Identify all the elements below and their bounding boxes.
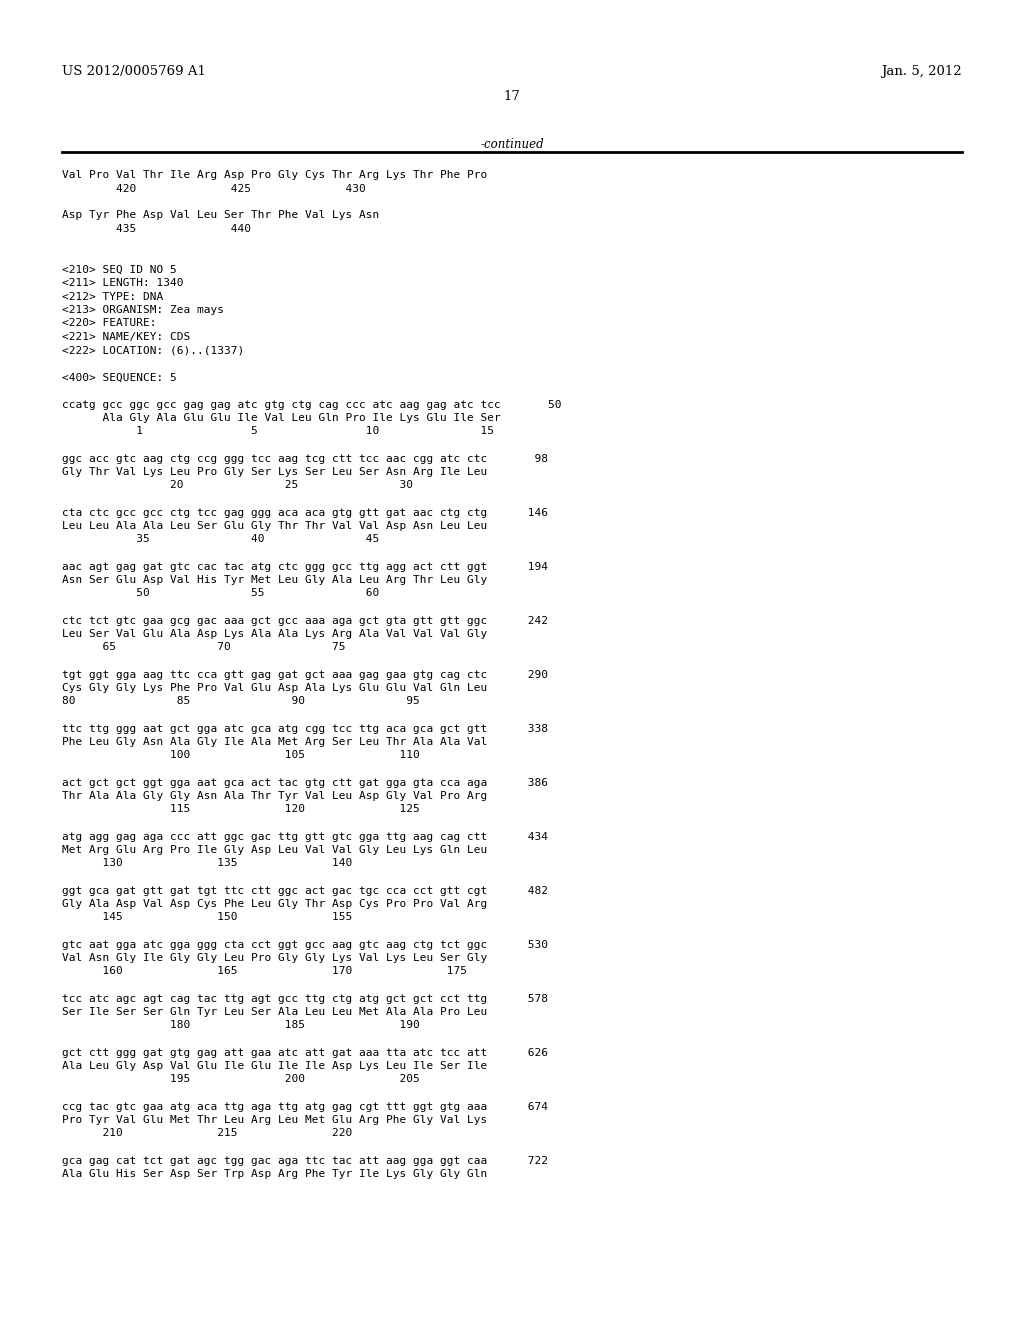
Text: act gct gct ggt gga aat gca act tac gtg ctt gat gga gta cca aga      386: act gct gct ggt gga aat gca act tac gtg … bbox=[62, 777, 548, 788]
Text: Thr Ala Ala Gly Gly Asn Ala Thr Tyr Val Leu Asp Gly Val Pro Arg: Thr Ala Ala Gly Gly Asn Ala Thr Tyr Val … bbox=[62, 791, 487, 801]
Text: Asn Ser Glu Asp Val His Tyr Met Leu Gly Ala Leu Arg Thr Leu Gly: Asn Ser Glu Asp Val His Tyr Met Leu Gly … bbox=[62, 576, 487, 585]
Text: 435              440: 435 440 bbox=[62, 224, 251, 234]
Text: gca gag cat tct gat agc tgg gac aga ttc tac att aag gga ggt caa      722: gca gag cat tct gat agc tgg gac aga ttc … bbox=[62, 1155, 548, 1166]
Text: 65               70               75: 65 70 75 bbox=[62, 643, 345, 652]
Text: <211> LENGTH: 1340: <211> LENGTH: 1340 bbox=[62, 279, 183, 288]
Text: 420              425              430: 420 425 430 bbox=[62, 183, 366, 194]
Text: Val Asn Gly Ile Gly Gly Leu Pro Gly Gly Lys Val Lys Leu Ser Gly: Val Asn Gly Ile Gly Gly Leu Pro Gly Gly … bbox=[62, 953, 487, 964]
Text: ccg tac gtc gaa atg aca ttg aga ttg atg gag cgt ttt ggt gtg aaa      674: ccg tac gtc gaa atg aca ttg aga ttg atg … bbox=[62, 1101, 548, 1111]
Text: atg agg gag aga ccc att ggc gac ttg gtt gtc gga ttg aag cag ctt      434: atg agg gag aga ccc att ggc gac ttg gtt … bbox=[62, 832, 548, 842]
Text: 20               25               30: 20 25 30 bbox=[62, 480, 413, 491]
Text: gtc aat gga atc gga ggg cta cct ggt gcc aag gtc aag ctg tct ggc      530: gtc aat gga atc gga ggg cta cct ggt gcc … bbox=[62, 940, 548, 949]
Text: <212> TYPE: DNA: <212> TYPE: DNA bbox=[62, 292, 163, 301]
Text: Leu Leu Ala Ala Leu Ser Glu Gly Thr Thr Val Val Asp Asn Leu Leu: Leu Leu Ala Ala Leu Ser Glu Gly Thr Thr … bbox=[62, 521, 487, 531]
Text: -continued: -continued bbox=[480, 139, 544, 150]
Text: ttc ttg ggg aat gct gga atc gca atg cgg tcc ttg aca gca gct gtt      338: ttc ttg ggg aat gct gga atc gca atg cgg … bbox=[62, 723, 548, 734]
Text: ctc tct gtc gaa gcg gac aaa gct gcc aaa aga gct gta gtt gtt ggc      242: ctc tct gtc gaa gcg gac aaa gct gcc aaa … bbox=[62, 615, 548, 626]
Text: 160              165              170              175: 160 165 170 175 bbox=[62, 966, 467, 977]
Text: ggt gca gat gtt gat tgt ttc ctt ggc act gac tgc cca cct gtt cgt      482: ggt gca gat gtt gat tgt ttc ctt ggc act … bbox=[62, 886, 548, 895]
Text: ccatg gcc ggc gcc gag gag atc gtg ctg cag ccc atc aag gag atc tcc       50: ccatg gcc ggc gcc gag gag atc gtg ctg ca… bbox=[62, 400, 561, 409]
Text: 17: 17 bbox=[504, 90, 520, 103]
Text: <222> LOCATION: (6)..(1337): <222> LOCATION: (6)..(1337) bbox=[62, 346, 245, 355]
Text: Asp Tyr Phe Asp Val Leu Ser Thr Phe Val Lys Asn: Asp Tyr Phe Asp Val Leu Ser Thr Phe Val … bbox=[62, 210, 379, 220]
Text: 100              105              110: 100 105 110 bbox=[62, 751, 420, 760]
Text: Jan. 5, 2012: Jan. 5, 2012 bbox=[882, 65, 962, 78]
Text: Phe Leu Gly Asn Ala Gly Ile Ala Met Arg Ser Leu Thr Ala Ala Val: Phe Leu Gly Asn Ala Gly Ile Ala Met Arg … bbox=[62, 737, 487, 747]
Text: 180              185              190: 180 185 190 bbox=[62, 1020, 420, 1031]
Text: Ala Glu His Ser Asp Ser Trp Asp Arg Phe Tyr Ile Lys Gly Gly Gln: Ala Glu His Ser Asp Ser Trp Asp Arg Phe … bbox=[62, 1170, 487, 1179]
Text: <221> NAME/KEY: CDS: <221> NAME/KEY: CDS bbox=[62, 333, 190, 342]
Text: ggc acc gtc aag ctg ccg ggg tcc aag tcg ctt tcc aac cgg atc ctc       98: ggc acc gtc aag ctg ccg ggg tcc aag tcg … bbox=[62, 454, 548, 463]
Text: 145              150              155: 145 150 155 bbox=[62, 912, 352, 923]
Text: Val Pro Val Thr Ile Arg Asp Pro Gly Cys Thr Arg Lys Thr Phe Pro: Val Pro Val Thr Ile Arg Asp Pro Gly Cys … bbox=[62, 170, 487, 180]
Text: Gly Thr Val Lys Leu Pro Gly Ser Lys Ser Leu Ser Asn Arg Ile Leu: Gly Thr Val Lys Leu Pro Gly Ser Lys Ser … bbox=[62, 467, 487, 477]
Text: 50               55               60: 50 55 60 bbox=[62, 589, 379, 598]
Text: Ala Gly Ala Glu Glu Ile Val Leu Gln Pro Ile Lys Glu Ile Ser: Ala Gly Ala Glu Glu Ile Val Leu Gln Pro … bbox=[62, 413, 501, 422]
Text: tcc atc agc agt cag tac ttg agt gcc ttg ctg atg gct gct cct ttg      578: tcc atc agc agt cag tac ttg agt gcc ttg … bbox=[62, 994, 548, 1003]
Text: <220> FEATURE:: <220> FEATURE: bbox=[62, 318, 157, 329]
Text: Leu Ser Val Glu Ala Asp Lys Ala Ala Lys Arg Ala Val Val Val Gly: Leu Ser Val Glu Ala Asp Lys Ala Ala Lys … bbox=[62, 630, 487, 639]
Text: Cys Gly Gly Lys Phe Pro Val Glu Asp Ala Lys Glu Glu Val Gln Leu: Cys Gly Gly Lys Phe Pro Val Glu Asp Ala … bbox=[62, 682, 487, 693]
Text: <213> ORGANISM: Zea mays: <213> ORGANISM: Zea mays bbox=[62, 305, 224, 315]
Text: 210              215              220: 210 215 220 bbox=[62, 1129, 352, 1138]
Text: US 2012/0005769 A1: US 2012/0005769 A1 bbox=[62, 65, 206, 78]
Text: 195              200              205: 195 200 205 bbox=[62, 1074, 420, 1085]
Text: aac agt gag gat gtc cac tac atg ctc ggg gcc ttg agg act ctt ggt      194: aac agt gag gat gtc cac tac atg ctc ggg … bbox=[62, 561, 548, 572]
Text: 130              135              140: 130 135 140 bbox=[62, 858, 352, 869]
Text: <400> SEQUENCE: 5: <400> SEQUENCE: 5 bbox=[62, 372, 177, 383]
Text: 1                5                10               15: 1 5 10 15 bbox=[62, 426, 494, 437]
Text: gct ctt ggg gat gtg gag att gaa atc att gat aaa tta atc tcc att      626: gct ctt ggg gat gtg gag att gaa atc att … bbox=[62, 1048, 548, 1057]
Text: Gly Ala Asp Val Asp Cys Phe Leu Gly Thr Asp Cys Pro Pro Val Arg: Gly Ala Asp Val Asp Cys Phe Leu Gly Thr … bbox=[62, 899, 487, 909]
Text: Ser Ile Ser Ser Gln Tyr Leu Ser Ala Leu Leu Met Ala Ala Pro Leu: Ser Ile Ser Ser Gln Tyr Leu Ser Ala Leu … bbox=[62, 1007, 487, 1016]
Text: tgt ggt gga aag ttc cca gtt gag gat gct aaa gag gaa gtg cag ctc      290: tgt ggt gga aag ttc cca gtt gag gat gct … bbox=[62, 669, 548, 680]
Text: Pro Tyr Val Glu Met Thr Leu Arg Leu Met Glu Arg Phe Gly Val Lys: Pro Tyr Val Glu Met Thr Leu Arg Leu Met … bbox=[62, 1115, 487, 1125]
Text: cta ctc gcc gcc ctg tcc gag ggg aca aca gtg gtt gat aac ctg ctg      146: cta ctc gcc gcc ctg tcc gag ggg aca aca … bbox=[62, 507, 548, 517]
Text: 35               40               45: 35 40 45 bbox=[62, 535, 379, 544]
Text: Met Arg Glu Arg Pro Ile Gly Asp Leu Val Val Gly Leu Lys Gln Leu: Met Arg Glu Arg Pro Ile Gly Asp Leu Val … bbox=[62, 845, 487, 855]
Text: Ala Leu Gly Asp Val Glu Ile Glu Ile Ile Asp Lys Leu Ile Ser Ile: Ala Leu Gly Asp Val Glu Ile Glu Ile Ile … bbox=[62, 1061, 487, 1071]
Text: 80               85               90               95: 80 85 90 95 bbox=[62, 697, 420, 706]
Text: <210> SEQ ID NO 5: <210> SEQ ID NO 5 bbox=[62, 264, 177, 275]
Text: 115              120              125: 115 120 125 bbox=[62, 804, 420, 814]
